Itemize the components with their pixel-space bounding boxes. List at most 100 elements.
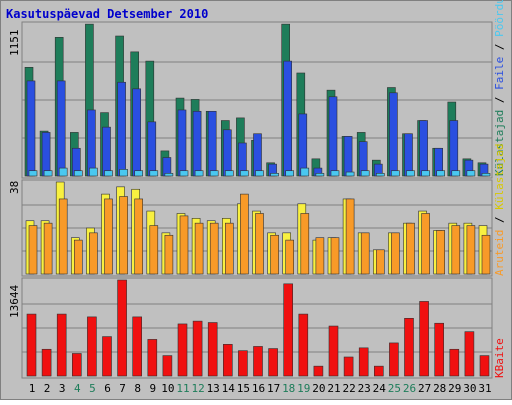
- legend-part: /: [493, 90, 506, 110]
- pages-bar: [298, 113, 308, 177]
- x-tick-label: 17: [267, 382, 280, 395]
- x-tick-label: 23: [358, 382, 371, 395]
- kbytes-bar: [404, 318, 414, 377]
- kbytes-bar: [87, 316, 97, 377]
- files-bar: [300, 167, 310, 177]
- hosts-bar: [74, 239, 83, 275]
- legend-part: KBaite: [493, 338, 506, 378]
- files-bar: [240, 170, 249, 177]
- hosts-bar: [104, 198, 113, 275]
- legend-part: Külastajad: [493, 144, 506, 210]
- hosts-bar: [391, 232, 400, 275]
- pages-bar: [147, 121, 157, 177]
- x-tick-label: 11: [176, 382, 189, 395]
- files-bar: [43, 170, 53, 177]
- x-tick-label: 20: [312, 382, 325, 395]
- files-bar: [179, 170, 189, 177]
- hosts-bar: [451, 225, 461, 275]
- hosts-bar: [119, 196, 128, 275]
- kbytes-bar: [207, 322, 218, 377]
- files-bar: [149, 170, 159, 177]
- hosts-bar: [164, 234, 174, 275]
- hosts-bar: [285, 239, 295, 275]
- kbytes-bar: [72, 353, 82, 377]
- files-bar: [74, 170, 83, 177]
- files-bar: [164, 173, 174, 177]
- hosts-bar: [194, 222, 204, 275]
- legend-part: /: [493, 210, 506, 230]
- kbytes-bar: [298, 313, 309, 377]
- files-bar: [58, 167, 68, 177]
- files-bar: [436, 170, 446, 177]
- hosts-bar: [330, 237, 340, 275]
- x-axis-tick-labels: 1 2 3 4 5 6 7 8 9 10 11 12 13 14 15 16 17 18 19 20 21 22 23 24 2…: [29, 382, 492, 395]
- kbytes-bar: [56, 313, 67, 377]
- hosts-bar: [149, 225, 159, 275]
- hosts-bar: [375, 249, 385, 275]
- files-bar: [375, 173, 385, 177]
- pages-bar: [283, 60, 293, 177]
- kbytes-bar: [449, 348, 460, 377]
- x-tick-label: 4: [74, 382, 81, 395]
- files-bar: [406, 170, 415, 177]
- files-bar: [270, 173, 279, 177]
- x-tick-label: 22: [342, 382, 355, 395]
- x-tick-label: 3: [59, 382, 66, 395]
- legend-part: Külastajad: [493, 110, 506, 176]
- files-bar: [194, 170, 204, 177]
- kbytes-bar: [41, 348, 52, 377]
- files-bar: [451, 170, 461, 177]
- files-bar: [421, 170, 430, 177]
- files-bar: [330, 170, 340, 177]
- files-bar: [119, 169, 128, 177]
- files-bar: [89, 167, 98, 177]
- pages-bar: [419, 120, 428, 177]
- kbytes-bar: [132, 316, 142, 377]
- kbytes-bar: [434, 322, 445, 377]
- files-bar: [391, 170, 400, 177]
- x-tick-label: 19: [297, 382, 310, 395]
- files-bar: [225, 170, 234, 177]
- x-tick-label: 6: [104, 382, 111, 395]
- files-bar: [285, 170, 295, 177]
- bottom-legend-label: KBaite: [493, 338, 506, 378]
- pages-bar: [343, 136, 353, 177]
- kbytes-bar: [343, 356, 354, 377]
- hosts-bar: [255, 213, 264, 275]
- files-bar: [345, 171, 355, 177]
- kbytes-bar: [253, 346, 263, 377]
- hosts-bar: [300, 213, 310, 275]
- x-tick-label: 16: [252, 382, 265, 395]
- files-bar: [28, 170, 38, 177]
- hosts-bar: [58, 198, 68, 275]
- hosts-bar: [360, 232, 370, 275]
- legend-part: Faile: [493, 57, 506, 90]
- kbytes-bar: [479, 355, 490, 377]
- kbytes-bar: [177, 323, 188, 377]
- hosts-bar: [179, 215, 189, 275]
- x-tick-label: 8: [134, 382, 141, 395]
- x-tick-label: 27: [418, 382, 431, 395]
- x-tick-label: 24: [373, 382, 387, 395]
- kbytes-bar: [192, 320, 203, 377]
- x-tick-label: 29: [448, 382, 461, 395]
- pages-bar: [389, 92, 398, 177]
- files-bar: [134, 170, 143, 177]
- x-tick-label: 12: [191, 382, 204, 395]
- pages-bar: [132, 88, 141, 177]
- pages-bar: [56, 80, 66, 177]
- x-tick-label: 10: [161, 382, 174, 395]
- hosts-bar: [225, 222, 234, 275]
- legend-part: Aruteid: [493, 230, 506, 276]
- legend-part: /: [493, 37, 506, 57]
- hosts-bar: [406, 222, 415, 275]
- x-tick-label: 13: [207, 382, 220, 395]
- kbytes-bar: [238, 350, 248, 377]
- pages-bar: [192, 110, 202, 177]
- kbytes-bar: [223, 344, 233, 377]
- hosts-bar: [209, 222, 219, 275]
- pages-bar: [404, 133, 413, 177]
- x-tick-label: 26: [403, 382, 416, 395]
- hosts-bar: [466, 225, 476, 275]
